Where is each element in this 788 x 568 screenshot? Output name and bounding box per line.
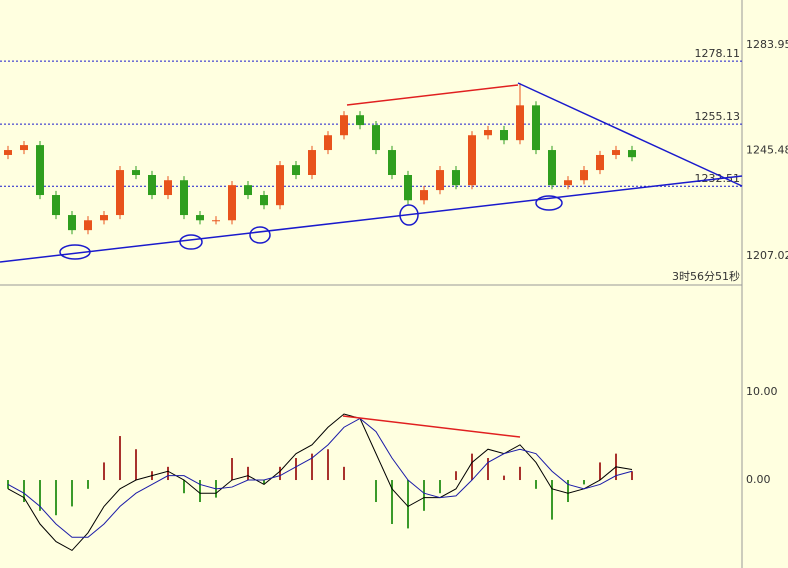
candle-body [372, 125, 380, 151]
candle-body [420, 190, 428, 201]
indicator-line [7, 413, 633, 552]
y-tick-label: 0.00 [746, 473, 771, 486]
resistance-line [517, 82, 743, 187]
candle-body [52, 195, 60, 216]
candle-body [68, 215, 76, 231]
candle-body [228, 185, 236, 221]
candle-body [180, 180, 188, 216]
annotations [0, 82, 743, 438]
y-tick-label: 1245.48 [746, 144, 788, 157]
candle-body [116, 170, 124, 216]
candle-body [580, 170, 588, 181]
candle-body [148, 175, 156, 196]
candle-body [132, 170, 140, 176]
y-tick-label: 10.00 [746, 385, 778, 398]
price-panel: 1283.951245.481207.021278.111255.131232.… [0, 38, 788, 283]
divergence-line [346, 84, 519, 106]
support-circle [249, 226, 271, 244]
macd-panel: 10.00 0.00 [7, 385, 778, 552]
candle-body [548, 150, 556, 186]
candle-body [516, 105, 524, 141]
candle-body [164, 180, 172, 196]
candle-body [612, 150, 620, 155]
candle-body [20, 145, 28, 151]
support-circle [535, 195, 563, 211]
candle-body [84, 220, 92, 231]
support-circle [179, 234, 203, 250]
candle-body [596, 154, 604, 171]
indicator-line [7, 417, 633, 538]
level-label: 1278.11 [695, 47, 741, 60]
timer: 3时56分51秒 [672, 269, 740, 283]
candle-body [628, 150, 636, 158]
support-circle [399, 204, 419, 226]
candle-body [324, 135, 332, 151]
candle-body [436, 170, 444, 191]
candle-body [260, 195, 268, 206]
candle-body [100, 215, 108, 221]
candle-body [212, 220, 220, 222]
candle-body [308, 150, 316, 176]
y-tick-label: 1207.02 [746, 249, 788, 262]
level-label: 1255.13 [695, 110, 741, 123]
candle-body [36, 145, 44, 196]
support-circle [59, 244, 91, 260]
candle-body [452, 170, 460, 186]
candle-body [484, 130, 492, 136]
candle-body [468, 135, 476, 186]
candle-body [500, 130, 508, 141]
candle-body [196, 215, 204, 221]
candle-body [404, 175, 412, 201]
candle-body [388, 150, 396, 176]
candle-body [292, 165, 300, 176]
macd-divergence-line [342, 415, 521, 438]
candle-body [244, 185, 252, 196]
candle-body [276, 165, 284, 206]
candle-body [356, 115, 364, 126]
support-line [0, 175, 743, 263]
candle-body [340, 115, 348, 136]
y-tick-label: 1283.95 [746, 38, 788, 51]
candle-body [4, 150, 12, 155]
candle-body [564, 180, 572, 186]
candle-body [532, 105, 540, 151]
